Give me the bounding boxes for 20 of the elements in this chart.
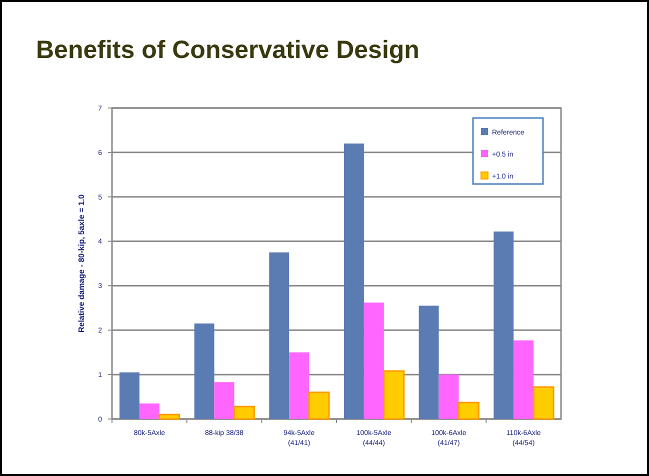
bar [119,372,140,419]
bar [494,232,514,419]
y-axis-title: Relative damage - 80-kip, 5axle = 1.0 [77,194,86,333]
bar [139,403,160,419]
bar [514,340,534,419]
bar [214,382,234,419]
chart-title: Benefits of Conservative Design [36,36,420,64]
bar [194,323,214,419]
bar [289,352,310,419]
bar [383,370,405,420]
bar [438,374,459,419]
bar [269,252,290,419]
bar [532,386,554,420]
bar [308,392,330,420]
bar [458,402,480,420]
bar [418,306,439,419]
bar [233,406,255,420]
bar [364,302,384,419]
bar [158,414,180,420]
bar [344,144,364,419]
